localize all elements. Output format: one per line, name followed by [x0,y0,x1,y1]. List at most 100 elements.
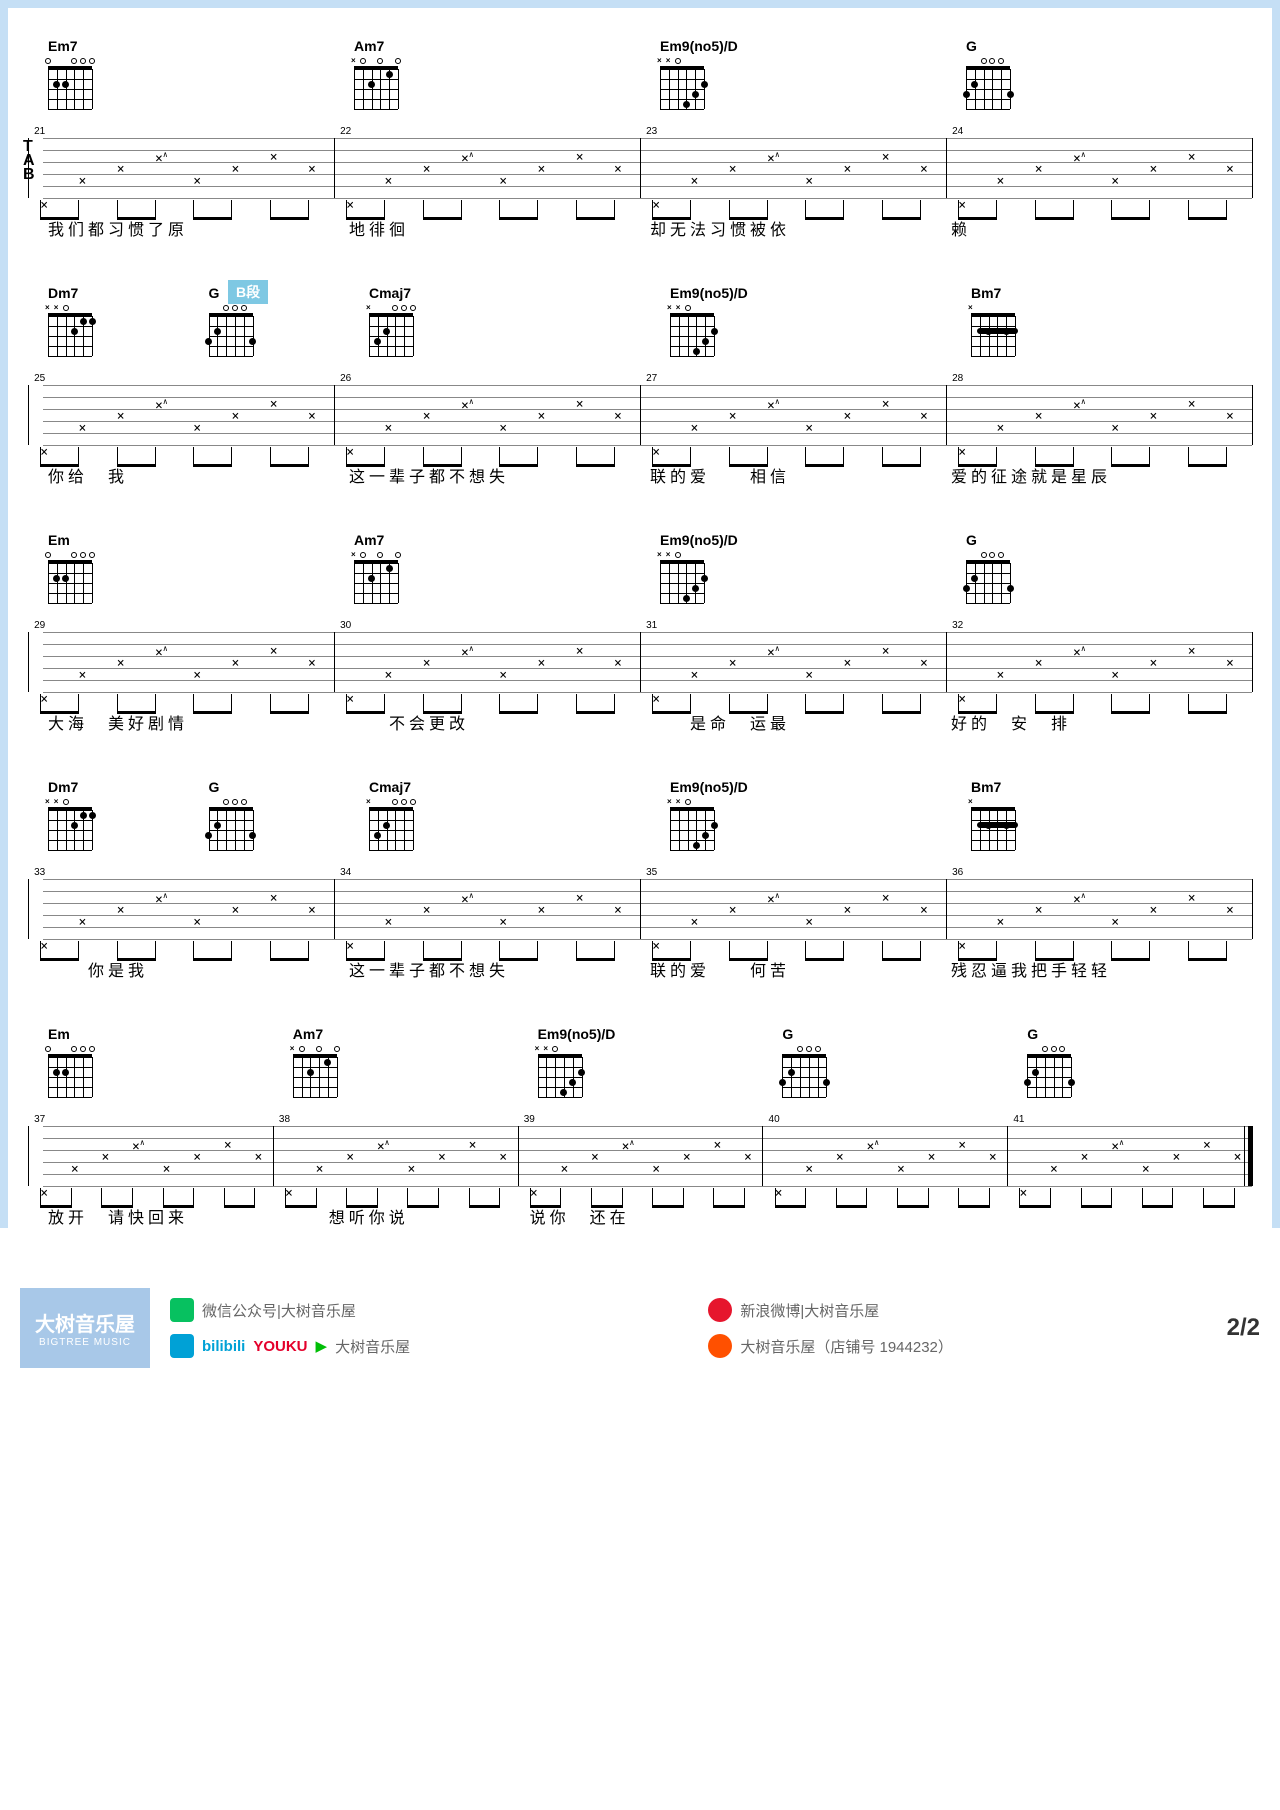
tab-mark: × [690,174,698,189]
measure-number: 28 [952,373,963,384]
chord-name: Am7 [293,1026,518,1042]
tab-mark: × [537,162,545,177]
tab-mark: × [308,903,316,918]
tab-mark: × [1149,162,1157,177]
tab-mark: × [652,939,660,954]
chord-diagram: ×× [538,1046,583,1096]
tab-mark: ×∧ [866,1138,879,1154]
tab-mark: × [40,939,48,954]
tab-mark: ×∧ [1073,150,1086,166]
tab-mark: × [499,421,507,436]
tab-mark: × [836,1150,844,1165]
tab-mark: × [1035,656,1043,671]
tab-mark: × [285,1186,293,1201]
weibo-icon [708,1298,732,1322]
measure-number: 35 [646,867,657,878]
tab-mark: × [193,421,201,436]
tab-mark: × [193,174,201,189]
tab-mark: × [775,1186,783,1201]
tab-mark: × [729,903,737,918]
measure-number: 26 [340,373,351,384]
chord-block: Em9(no5)/D×× [518,1026,763,1101]
chord-name: Em9(no5)/D [670,285,951,301]
chord-diagram [966,58,1011,108]
tab-mark: × [928,1150,936,1165]
tab-mark: ×∧ [155,891,168,907]
tab-mark: × [614,656,622,671]
tab-mark: × [882,891,890,906]
tab-mark: × [270,891,278,906]
measure-number: 39 [524,1114,535,1125]
tab-mark: × [231,903,239,918]
tab-mark: × [729,656,737,671]
chord-row: Dm7××GCmaj7×Em9(no5)/D××Bm7× [28,285,1252,360]
brand-en: BIGTREE MUSIC [35,1337,135,1348]
wechat-icon [170,1298,194,1322]
chord-name: Bm7 [971,285,1252,301]
tab-mark: × [996,421,1004,436]
tab-mark: × [1111,668,1119,683]
chord-name: G [1027,1026,1252,1042]
chord-block: G [946,38,1252,113]
tab-mark: ×∧ [1111,1138,1124,1154]
tab-mark: × [920,162,928,177]
tab-mark: × [117,162,125,177]
tab-mark: ×∧ [767,150,780,166]
tab-mark: × [1203,1138,1211,1153]
tab-mark: × [308,656,316,671]
tab-mark: × [652,445,660,460]
tab-mark: × [231,409,239,424]
chord-block: Am7× [334,532,640,607]
tab-mark: × [40,445,48,460]
tab-mark: ×∧ [461,891,474,907]
chord-diagram: × [971,799,1016,849]
tab-mark: × [805,421,813,436]
chord-block: Em9(no5)/D×× [640,532,946,607]
tab-staff: TAB21××××∧××××22××××∧××××23××××∧××××24××… [28,118,1252,208]
chord-block: G [189,285,350,360]
chord-block: Em [28,1026,273,1101]
chord-name: Em9(no5)/D [670,779,951,795]
tab-mark: ×∧ [1073,644,1086,660]
measure-number: 21 [34,126,45,137]
measure-number: 34 [340,867,351,878]
tab-mark: × [270,644,278,659]
tab-mark: × [1188,644,1196,659]
tab-mark: × [1035,162,1043,177]
tab-mark: × [308,409,316,424]
chord-diagram [48,1046,93,1096]
tab-mark: × [1019,1186,1027,1201]
tab-mark: × [193,1150,201,1165]
tab-mark: × [958,1138,966,1153]
tab-mark: × [384,421,392,436]
measure-number: 30 [340,620,351,631]
tab-mark: × [882,150,890,165]
chord-block: Am7× [334,38,640,113]
tab-mark: × [384,915,392,930]
chord-row: EmAm7×Em9(no5)/D××GG [28,1026,1252,1101]
tab-row: Dm7××GCmaj7×Em9(no5)/D××Bm7×33××××∧××××3… [28,779,1252,981]
measure-number: 27 [646,373,657,384]
chord-block: Cmaj7× [349,779,650,854]
tab-mark: × [843,903,851,918]
chord-name: Am7 [354,38,640,54]
chord-diagram: ×× [48,799,93,849]
tab-mark: × [560,1162,568,1177]
tab-mark: × [1035,903,1043,918]
tab-mark: × [1188,397,1196,412]
tab-mark: × [1111,421,1119,436]
measure-number: 40 [769,1114,780,1125]
channel-name: 大树音乐屋 [335,1336,410,1357]
chord-name: Dm7 [48,779,189,795]
measure-number: 33 [34,867,45,878]
tab-mark: × [537,409,545,424]
tab-mark: × [805,174,813,189]
taobao-text: 大树音乐屋（店铺号 1944232） [740,1336,953,1357]
tab-mark: × [683,1150,691,1165]
tab-mark: × [346,692,354,707]
weibo-text: 新浪微博|大树音乐屋 [740,1300,879,1321]
wechat-link: 微信公众号|大树音乐屋 [170,1298,668,1322]
chord-diagram: × [354,552,399,602]
tab-mark: × [438,1150,446,1165]
tab-mark: × [958,445,966,460]
